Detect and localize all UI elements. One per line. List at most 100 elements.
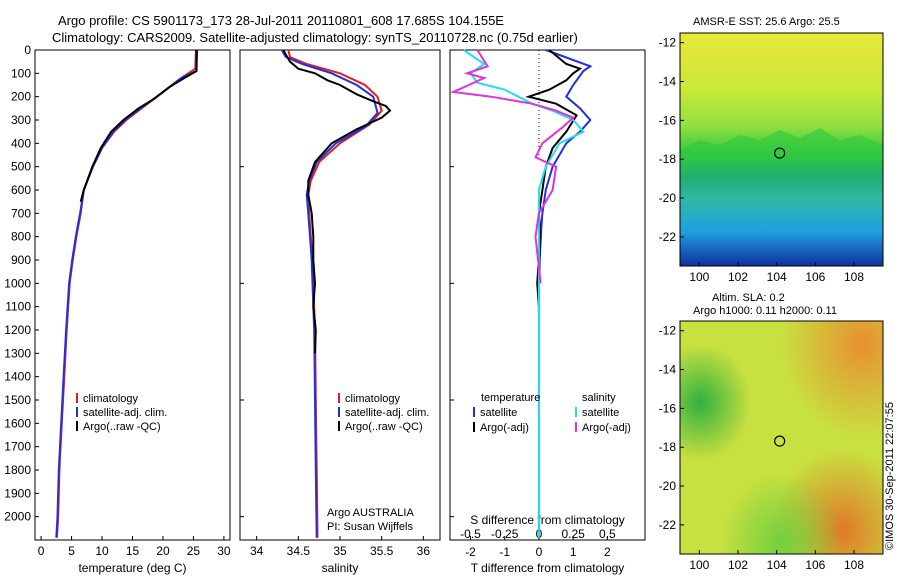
map-y-tick-label: -14 (659, 75, 677, 89)
map-y-tick-label: -22 (659, 518, 677, 532)
map-y-tick-label: -22 (659, 230, 677, 244)
legend-label: Argo(..raw -QC) (83, 421, 161, 433)
series-argo-raw-qc- (79, 50, 198, 202)
difference-panel: -2 -1 0 1 2-0.5 -0.25 0 0.25 0.5S difference fro… (449, 49, 646, 575)
sla-argo-marker (774, 435, 786, 447)
sst-map: AMSR-E SST: 25.6 Argo: 25.5 -12 -14 -16 -18… (659, 16, 884, 284)
x-axis-label: temperature (deg C) (78, 561, 186, 575)
x-tick-label-S: -0.5 (460, 527, 481, 541)
series-t-satellite (537, 49, 593, 538)
legend-label: climatology (345, 393, 401, 405)
sst-map-frame (679, 32, 884, 267)
map-x-tick-label: 100 (689, 270, 709, 284)
y-tick-label: 1200 (4, 323, 31, 337)
sst-map-title: AMSR-E SST: 25.6 Argo: 25.5 (693, 16, 840, 28)
legend-label: Argo(-adj) (582, 422, 631, 434)
x-tick-label: 35 (333, 544, 347, 558)
sla-map-title2: Argo h1000: 0.11 h2000: 0.11 (693, 305, 837, 317)
x-axis-label: T difference from climatology (471, 561, 625, 575)
map-x-tick-label: 104 (767, 558, 787, 572)
plot-frame (239, 49, 441, 541)
y-tick-label: 1000 (4, 276, 31, 290)
x-axis-label: salinity (322, 561, 359, 575)
map-y-tick-label: -16 (659, 401, 677, 415)
map-y-tick-label: -18 (659, 440, 677, 454)
series-climatology (55, 49, 197, 538)
series-s-satellite (463, 49, 586, 538)
legend-label: Argo(..raw -QC) (345, 421, 423, 433)
series-s-argo-adj- (449, 49, 576, 284)
x-tick-label: 34 (250, 544, 264, 558)
annotation-pi: PI: Susan Wijffels (327, 521, 413, 533)
series-satellite-adj-clim- (55, 49, 199, 538)
sla-low-s (680, 321, 883, 554)
temperature-panel: 0100200300400500600700800900100011001200… (4, 43, 231, 575)
map-x-tick-label: 106 (805, 270, 825, 284)
x-tick-label: 15 (126, 544, 140, 558)
y-tick-label: 900 (11, 253, 31, 267)
map-x-tick-label: 102 (728, 558, 748, 572)
x-tick-label-S: 0.25 (561, 527, 585, 541)
map-x-tick-label: 104 (767, 270, 787, 284)
x-tick-label: 25 (187, 544, 201, 558)
x-tick-label-T: 1 (570, 545, 577, 559)
header-line2: Climatology: CARS2009. Satellite-adjuste… (52, 30, 578, 45)
map-y-tick-label: -12 (659, 36, 677, 50)
x-tick-label: 0 (38, 544, 45, 558)
map-y-tick-label: -20 (659, 479, 677, 493)
y-tick-label: 0 (24, 43, 31, 57)
map-x-tick-label: 108 (844, 270, 864, 284)
y-tick-label: 1800 (4, 463, 31, 477)
legend-label: satellite (582, 407, 619, 419)
y-tick-label: 1600 (4, 416, 31, 430)
series-t-argo-adj- (525, 49, 583, 307)
x-tick-label-S: 0.5 (599, 527, 616, 541)
sla-map-title1: Altim. SLA: 0.2 (712, 292, 785, 304)
y-tick-label: 600 (11, 183, 31, 197)
series-argo-raw-qc- (282, 49, 392, 354)
top-axis-label: S difference from climatology (470, 513, 625, 527)
x-tick-label: 35.5 (370, 544, 394, 558)
sst-front (680, 128, 883, 160)
legend-label: Argo(-adj) (480, 422, 529, 434)
y-tick-label: 1500 (4, 393, 31, 407)
sla-map: Altim. SLA: 0.2 Argo h1000: 0.11 h2000: … (659, 292, 884, 572)
y-tick-label: 1700 (4, 440, 31, 454)
map-y-tick-label: -14 (659, 363, 677, 377)
y-tick-label: 400 (11, 136, 31, 150)
x-tick-label: 30 (217, 544, 231, 558)
annotation-argo: Argo AUSTRALIA (327, 507, 414, 519)
legend-label: satellite (480, 407, 517, 419)
y-tick-label: 700 (11, 206, 31, 220)
header-line1: Argo profile: CS 5901173_173 28-Jul-2011… (58, 13, 504, 28)
plot-frame (34, 49, 231, 541)
map-y-tick-label: -20 (659, 191, 677, 205)
map-x-tick-label: 106 (805, 558, 825, 572)
y-tick-label: 1900 (4, 486, 31, 500)
y-tick-label: 800 (11, 230, 31, 244)
y-tick-label: 500 (11, 160, 31, 174)
map-x-tick-label: 108 (844, 558, 864, 572)
series-satellite-adj-clim- (280, 49, 379, 538)
x-tick-label-T: 2 (604, 545, 611, 559)
y-tick-label: 100 (11, 66, 31, 80)
x-tick-label: 20 (156, 544, 170, 558)
y-tick-label: 300 (11, 113, 31, 127)
x-tick-label: 10 (95, 544, 109, 558)
y-tick-label: 1100 (5, 300, 31, 314)
salinity-panel: 34 34.5 35 35.5 36 salinity climatology satelli… (239, 49, 441, 575)
y-tick-label: 200 (11, 90, 31, 104)
x-tick-label: 34.5 (287, 544, 311, 558)
legend-label: climatology (83, 393, 139, 405)
map-x-tick-label: 100 (689, 558, 709, 572)
x-tick-label: 36 (417, 544, 431, 558)
x-tick-label-T: -1 (499, 545, 510, 559)
sla-map-frame (679, 320, 884, 555)
map-y-tick-label: -18 (659, 152, 677, 166)
x-tick-label-S: -0.25 (491, 527, 519, 541)
plot-frame (449, 49, 646, 541)
map-y-tick-label: -16 (659, 113, 677, 127)
x-tick-label-T: -2 (465, 545, 476, 559)
map-y-tick-label: -12 (659, 324, 677, 338)
